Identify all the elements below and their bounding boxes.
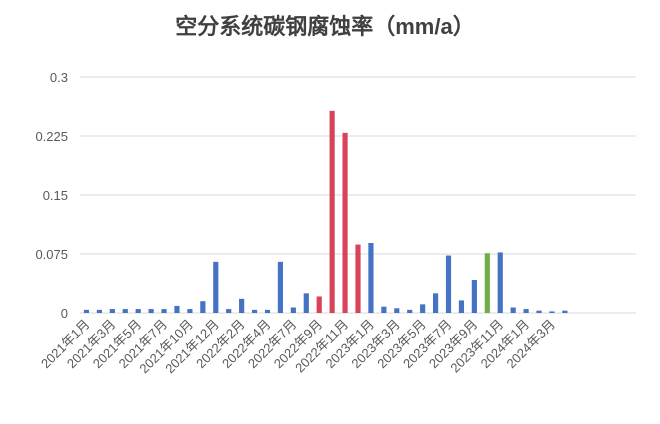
bar bbox=[549, 311, 555, 313]
y-tick-label: 0.3 bbox=[50, 70, 68, 85]
bar bbox=[83, 309, 90, 313]
bar bbox=[562, 310, 568, 313]
bar bbox=[239, 298, 245, 313]
bar bbox=[161, 309, 167, 313]
bar bbox=[277, 261, 284, 313]
bar bbox=[445, 255, 452, 313]
y-tick-label: 0 bbox=[61, 306, 68, 321]
bar bbox=[200, 301, 206, 313]
bar bbox=[458, 300, 465, 313]
bar bbox=[290, 307, 296, 313]
y-tick-label: 0.225 bbox=[35, 129, 68, 144]
bar bbox=[432, 293, 439, 313]
bar bbox=[96, 309, 102, 313]
bar bbox=[368, 242, 374, 313]
bar bbox=[355, 244, 361, 313]
bar bbox=[342, 132, 348, 313]
bar bbox=[536, 310, 542, 313]
bar bbox=[316, 296, 322, 313]
bar bbox=[187, 309, 193, 313]
y-tick-label: 0.075 bbox=[35, 247, 68, 262]
bar bbox=[122, 309, 128, 313]
bar bbox=[523, 309, 529, 313]
y-tick-label: 0.15 bbox=[43, 188, 68, 203]
bar bbox=[484, 253, 490, 313]
bar bbox=[148, 309, 154, 313]
bar bbox=[213, 261, 219, 313]
chart-title: 空分系统碳钢腐蚀率（mm/a） bbox=[175, 14, 474, 39]
bar bbox=[510, 307, 516, 313]
bar bbox=[251, 309, 258, 313]
bar bbox=[226, 309, 232, 313]
bar bbox=[471, 279, 477, 313]
bar bbox=[174, 305, 180, 313]
bar bbox=[420, 304, 426, 313]
bar bbox=[109, 309, 115, 313]
bar bbox=[264, 309, 271, 313]
bar bbox=[135, 309, 141, 313]
bar bbox=[329, 110, 335, 314]
bar bbox=[497, 252, 503, 313]
bar bbox=[394, 308, 400, 313]
bar bbox=[381, 306, 387, 313]
bar bbox=[303, 293, 309, 313]
bar bbox=[407, 309, 413, 313]
